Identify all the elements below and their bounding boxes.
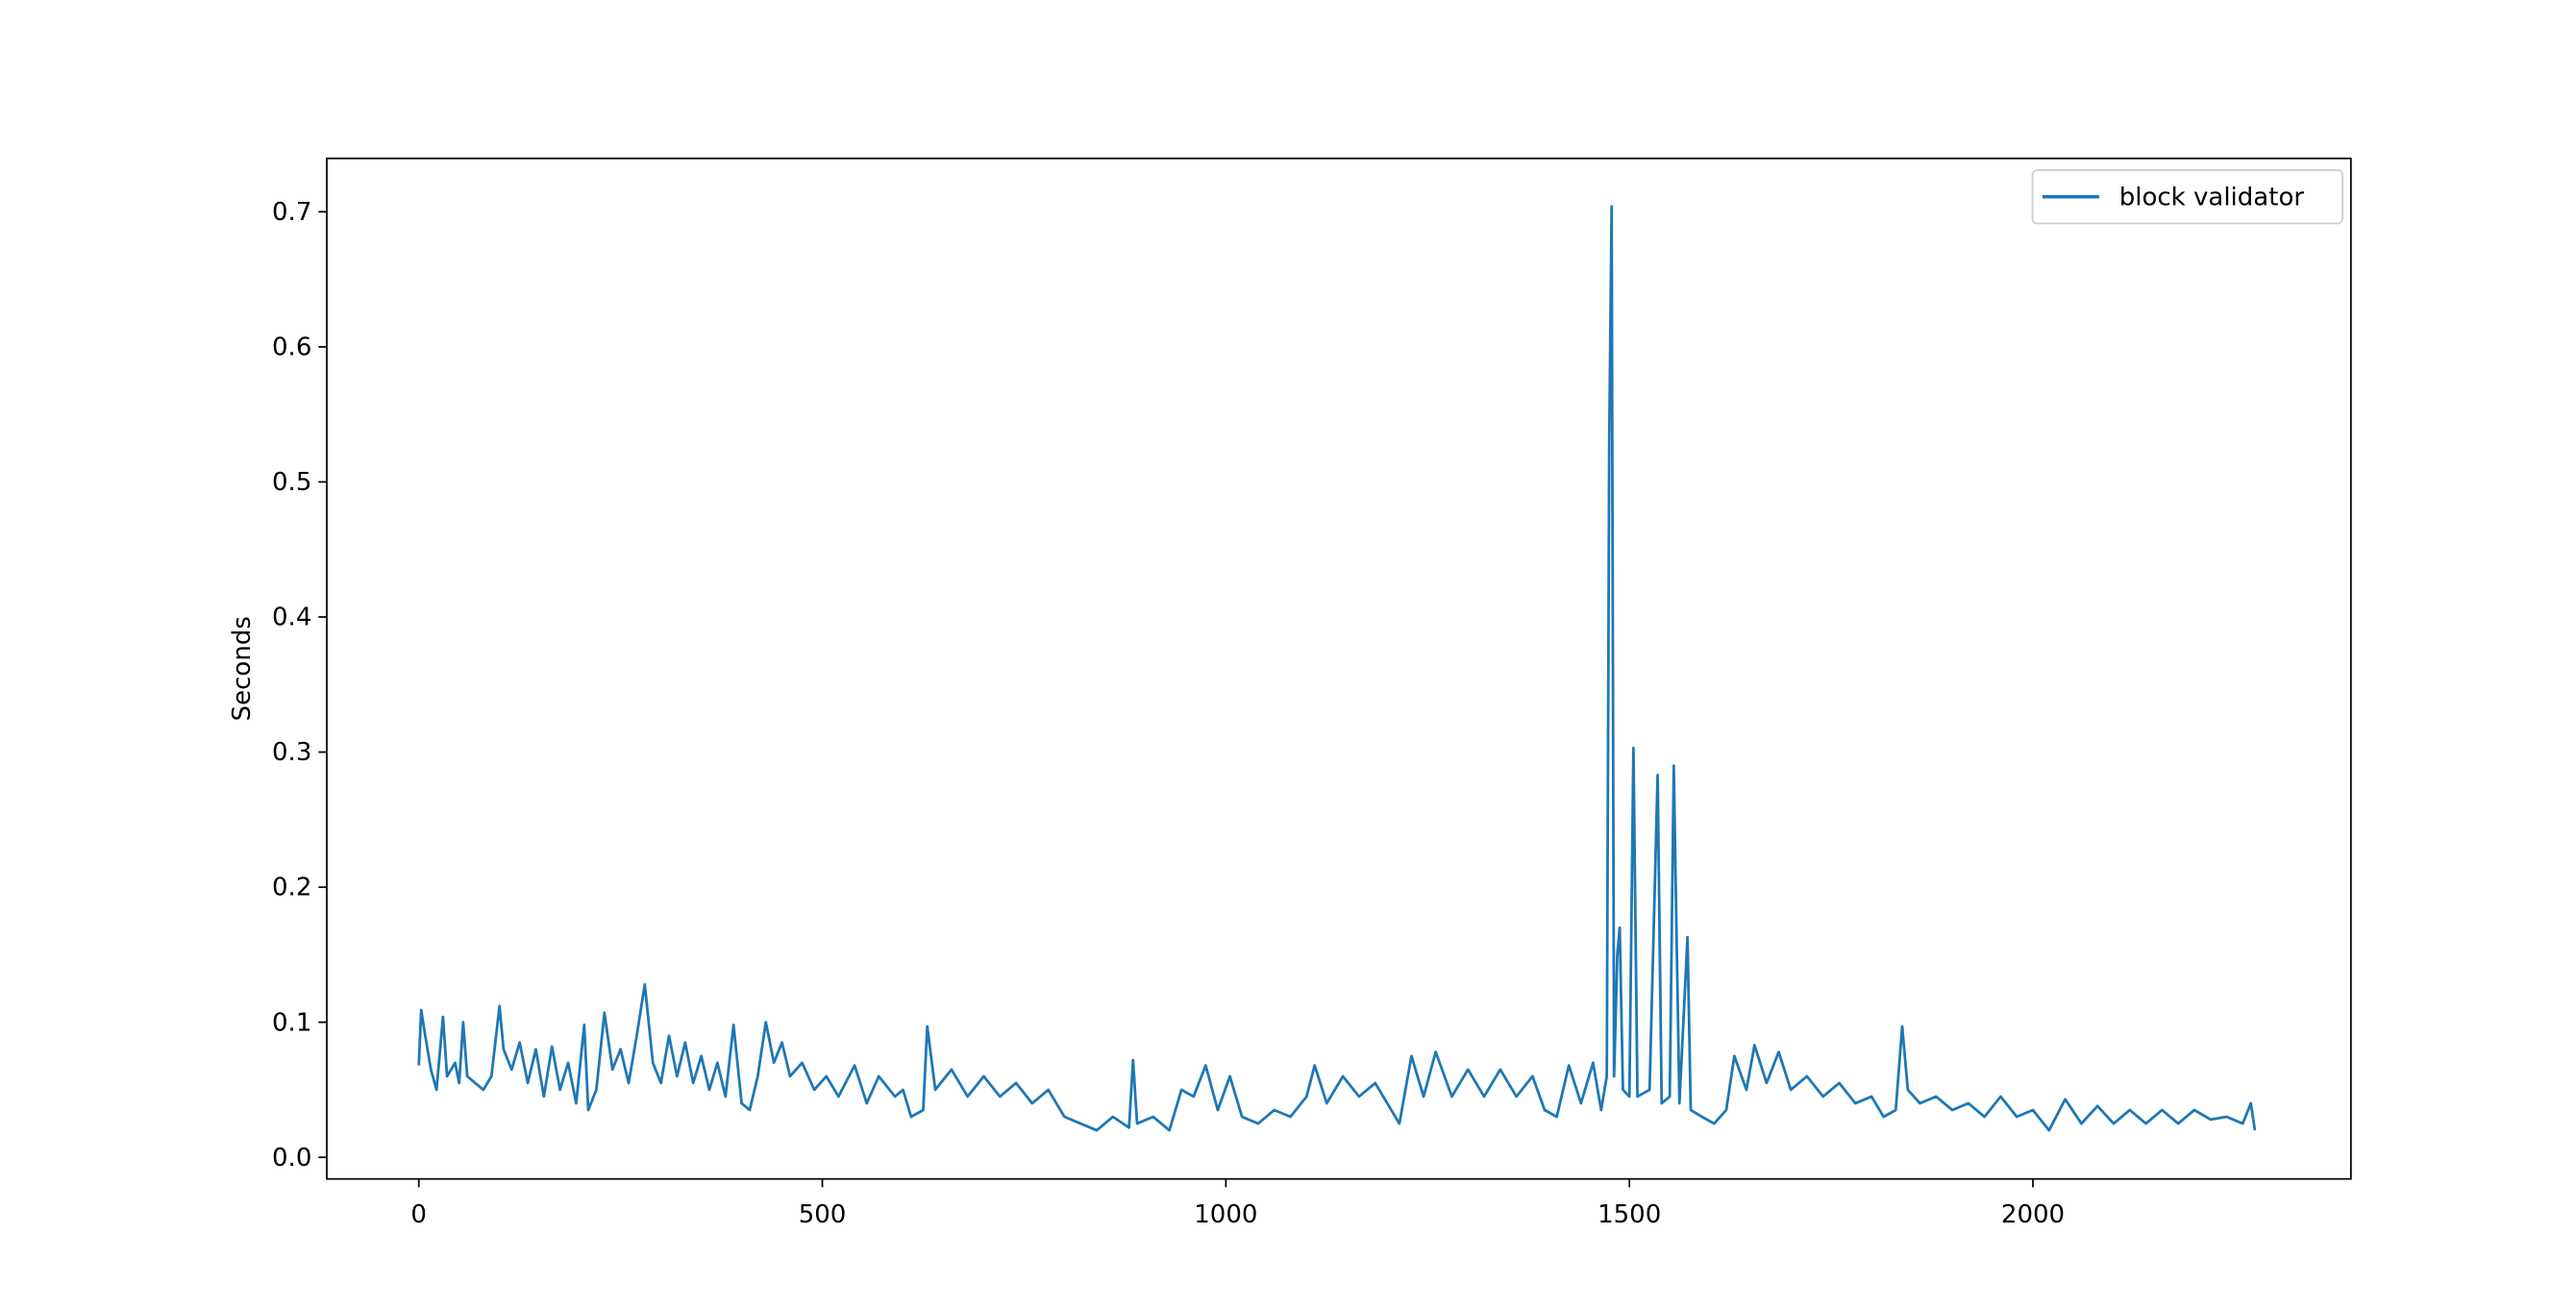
plot-frame (326, 157, 2352, 1180)
y-tick-label: 0.5 (272, 468, 311, 497)
y-tick-label: 0.4 (272, 604, 311, 632)
y-tick-label: 0.1 (272, 1008, 311, 1037)
y-tick-label: 0.7 (272, 198, 311, 227)
x-tick-label: 1500 (1598, 1200, 1661, 1229)
y-tick-label: 0.6 (272, 333, 311, 362)
y-axis-label: Seconds (228, 616, 257, 721)
x-tick-label: 500 (799, 1200, 847, 1229)
legend-box (2031, 169, 2344, 225)
y-tick-label: 0.2 (272, 874, 311, 902)
x-tick-label: 0 (410, 1200, 427, 1229)
y-tick-label: 0.3 (272, 738, 311, 767)
data-line (417, 205, 2257, 1132)
x-tick-label: 2000 (2001, 1200, 2065, 1229)
legend-label: block validator (2119, 183, 2305, 211)
x-tick-label: 1000 (1194, 1200, 1257, 1229)
y-tick-label: 0.0 (272, 1144, 311, 1173)
